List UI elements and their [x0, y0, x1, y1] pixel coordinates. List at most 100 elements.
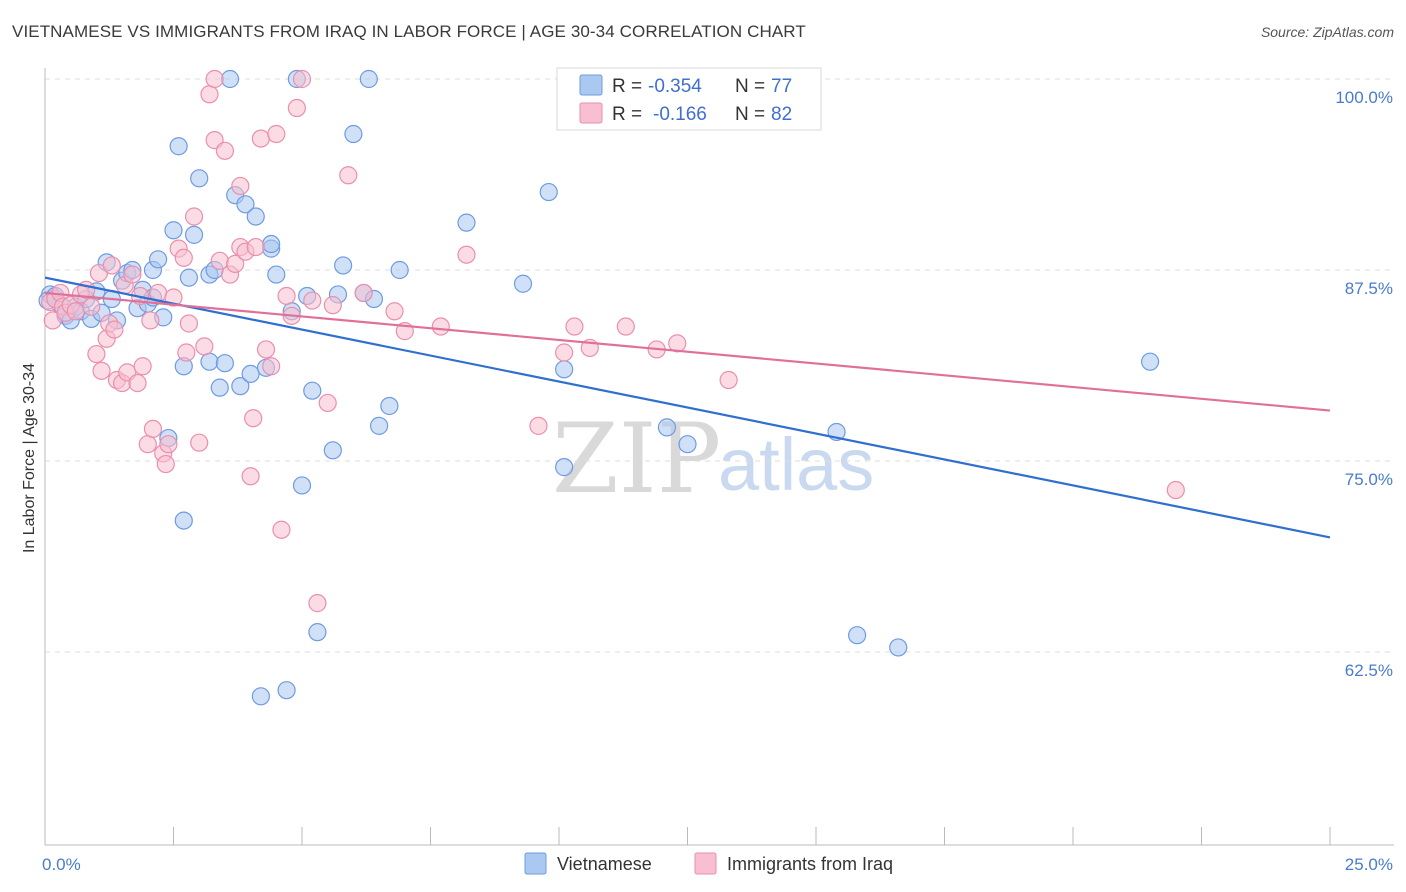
vietnamese-point-73 — [848, 626, 867, 645]
y-axis-title: In Labor Force | Age 30-34 — [21, 363, 38, 553]
bottom-legend-label-vietnamese: Vietnamese — [557, 854, 652, 874]
vietnamese-point-42 — [246, 207, 265, 226]
vietnamese-point-35 — [210, 378, 229, 397]
source-label: Source: ZipAtlas.com — [1260, 24, 1394, 40]
iraq-point-77 — [616, 317, 635, 336]
legend-n-label-1: N = — [735, 76, 765, 97]
vietnamese-point-64 — [390, 260, 409, 280]
vietnamese-trend-line — [44, 276, 1331, 539]
iraq-point-48 — [231, 176, 250, 196]
iraq-point-47 — [226, 254, 245, 273]
chart-title: VIETNAMESE VS IMMIGRANTS FROM IRAQ IN LA… — [12, 22, 806, 41]
vietnamese-point-71 — [678, 435, 697, 454]
iraq-point-17 — [105, 320, 124, 339]
iraq-point-16 — [102, 256, 121, 275]
vietnamese-point-31 — [190, 169, 209, 188]
iraq-point-74 — [555, 343, 574, 362]
iraq-point-56 — [262, 357, 281, 376]
vietnamese-point-60 — [359, 69, 378, 89]
iraq-point-75 — [565, 317, 584, 336]
iraq-point-26 — [138, 435, 157, 454]
iraq-point-68 — [354, 283, 373, 303]
vietnamese-point-33 — [200, 352, 219, 371]
iraq-point-62 — [292, 69, 312, 89]
bottom-legend-swatch-vietnamese — [524, 852, 547, 875]
vietnamese-point-65 — [457, 213, 476, 232]
iraq-point-7 — [66, 302, 85, 321]
vietnamese-point-51 — [292, 476, 312, 495]
legend-r-value-1: -0.354 — [648, 76, 702, 97]
tick-labels: 100.0% 87.5% 75.0% 62.5% 0.0% 25.0% — [42, 88, 1393, 874]
iraq-point-81 — [1166, 480, 1185, 500]
y-tick-label-1: 87.5% — [1345, 279, 1393, 298]
legend-n-value-1: 77 — [771, 76, 792, 97]
iraq-point-40 — [195, 337, 214, 356]
iraq-point-66 — [323, 296, 342, 315]
iraq-point-25 — [133, 357, 152, 376]
legend-swatch-iraq — [579, 102, 603, 124]
vietnamese-point-58 — [344, 124, 363, 144]
iraq-point-27 — [141, 311, 160, 330]
x-tick-label-0: 0.0% — [42, 855, 81, 874]
vietnamese-point-37 — [220, 69, 240, 89]
iraq-point-35 — [174, 248, 193, 267]
iraq-point-28 — [143, 419, 163, 439]
iraq-point-64 — [308, 594, 327, 613]
iraq-point-32 — [159, 435, 178, 454]
iraq-point-59 — [277, 286, 296, 306]
vietnamese-point-70 — [657, 418, 677, 437]
y-tick-label-3: 62.5% — [1345, 661, 1393, 680]
vietnamese-point-55 — [323, 441, 342, 460]
iraq-point-39 — [190, 433, 209, 452]
axes — [44, 68, 1394, 846]
iraq-point-37 — [179, 314, 199, 333]
series-legend: Vietnamese Immigrants from Iraq — [524, 852, 893, 875]
legend-swatch-vietnamese — [579, 74, 603, 96]
legend-r-label-2: R = — [612, 104, 642, 125]
legend-r-value-2: -0.166 — [653, 104, 707, 125]
iraq-point-41 — [200, 85, 219, 104]
iraq-point-80 — [719, 370, 738, 390]
iraq-point-71 — [431, 317, 450, 336]
iraq-point-13 — [92, 361, 111, 380]
watermark-atlas: atlas — [718, 423, 874, 506]
vietnamese-point-29 — [179, 268, 199, 287]
vietnamese-point-63 — [380, 396, 399, 416]
iraq-trend-line — [44, 291, 1331, 412]
iraq-point-61 — [287, 98, 306, 118]
iraq-point-11 — [87, 344, 106, 364]
stats-legend: R = -0.354 N = 77 R = -0.166 N = 82 — [556, 67, 822, 131]
vietnamese-point-39 — [231, 377, 250, 396]
vietnamese-point-30 — [184, 225, 204, 244]
iraq-point-52 — [244, 409, 263, 428]
iraq-point-53 — [246, 237, 265, 257]
iraq-point-58 — [272, 520, 291, 539]
y-tick-label-2: 75.0% — [1345, 470, 1393, 489]
trend-lines — [44, 276, 1331, 539]
legend-r-label-1: R = — [612, 76, 642, 97]
iraq-point-45 — [215, 141, 234, 160]
iraq-point-36 — [177, 343, 196, 362]
y-tick-label-0: 100.0% — [1335, 88, 1393, 107]
iraq-point-69 — [385, 302, 404, 321]
iraq-point-38 — [184, 207, 204, 226]
iraq-point-54 — [251, 129, 270, 148]
vietnamese-point-36 — [215, 354, 234, 373]
iraq-point-72 — [457, 245, 476, 264]
vietnamese-point-46 — [262, 234, 281, 254]
watermark-zip: ZIP — [552, 403, 721, 515]
vietnamese-point-25 — [164, 221, 183, 240]
vietnamese-point-67 — [539, 182, 558, 202]
iraq-point-57 — [267, 124, 286, 144]
iraq-point-51 — [241, 467, 260, 486]
legend-n-value-2: 82 — [771, 104, 792, 125]
vietnamese-points — [38, 69, 1160, 706]
iraq-point-42 — [205, 69, 224, 89]
iraq-point-31 — [156, 454, 175, 474]
vietnamese-point-75 — [1140, 352, 1160, 371]
bottom-legend-swatch-iraq — [694, 852, 717, 875]
vietnamese-point-22 — [148, 250, 168, 269]
iraq-points — [41, 69, 1185, 613]
vietnamese-point-41 — [241, 364, 260, 384]
vietnamese-point-54 — [308, 623, 327, 642]
